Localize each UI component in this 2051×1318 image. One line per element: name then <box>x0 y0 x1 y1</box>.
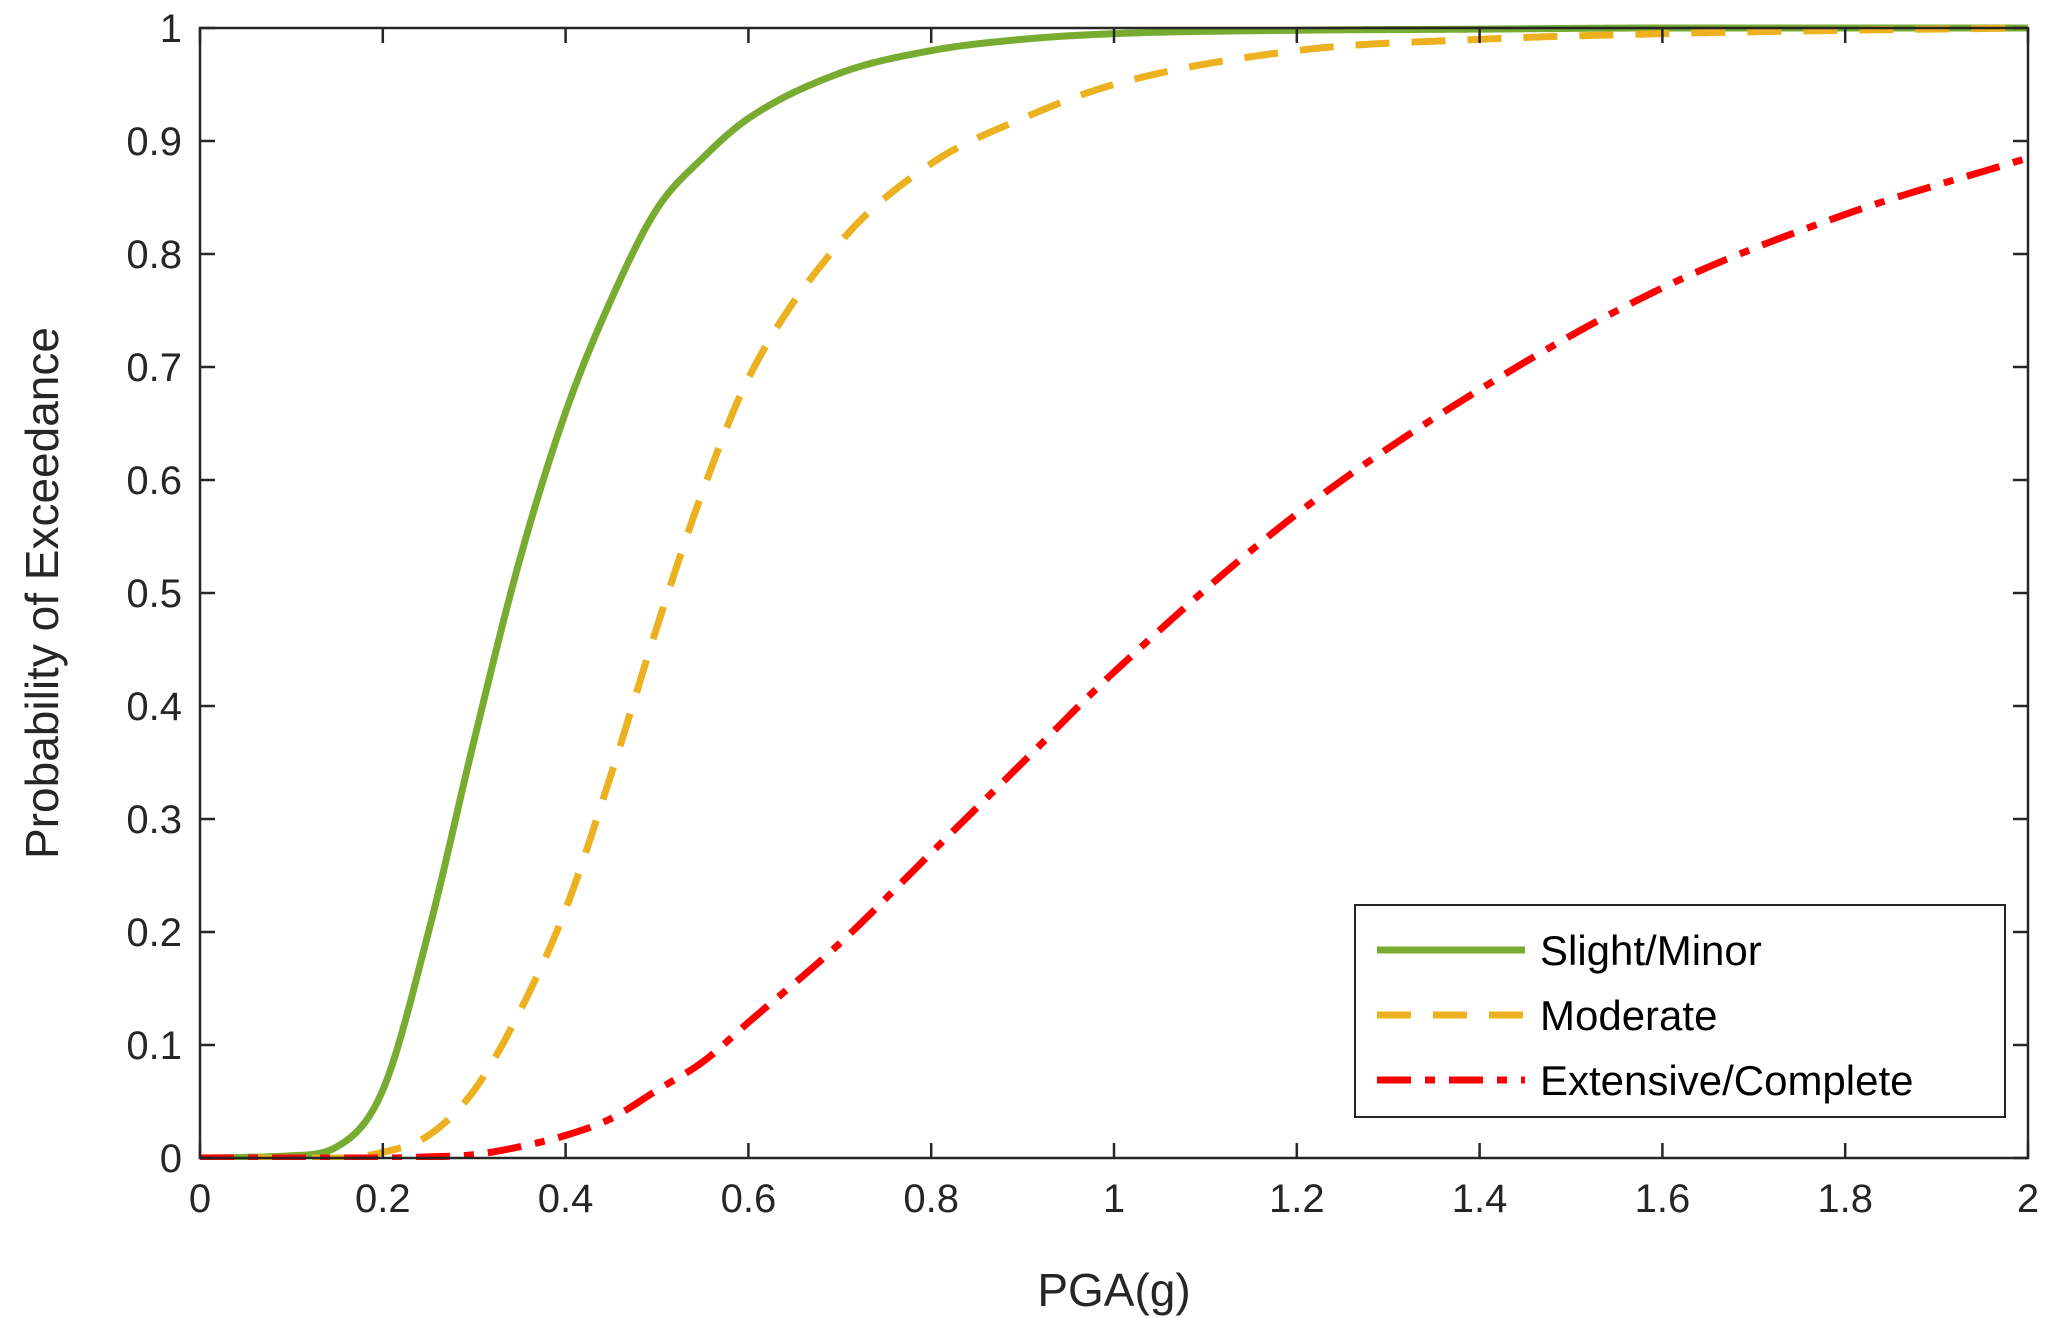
y-tick-label: 0.3 <box>126 798 182 842</box>
axes-box <box>198 26 2030 1160</box>
x-axis-label: PGA(g) <box>1037 1264 1190 1316</box>
y-tick-label: 0.5 <box>126 572 182 616</box>
y-tick-label: 1 <box>160 7 182 51</box>
y-tick-label: 0.2 <box>126 911 182 955</box>
x-tick-label: 1 <box>1103 1177 1125 1221</box>
y-tick-label: 0.4 <box>126 685 182 729</box>
x-tick-label: 1.4 <box>1452 1177 1508 1221</box>
y-axis-label: Probability of Exceedance <box>16 327 68 859</box>
y-tick-label: 0 <box>160 1137 182 1181</box>
y-tick-label: 0.9 <box>126 120 182 164</box>
series-line-moderate <box>200 24 2029 1160</box>
x-tick-label: 0.4 <box>538 1177 594 1221</box>
ticks-layer: 0 0.2 0.4 0.6 0.8 1 1.2 1.4 1.6 1.8 2 0 0.1 0.2 0.3 0.4… <box>126 7 2039 1221</box>
legend-label-slight-minor: Slight/Minor <box>1540 927 1762 974</box>
x-tick-label: 2 <box>2017 1177 2039 1221</box>
y-tick-label: 0.8 <box>126 233 182 277</box>
legend-label-moderate: Moderate <box>1540 992 1717 1039</box>
x-tick-label: 0.6 <box>721 1177 777 1221</box>
y-tick-label: 0.7 <box>126 346 182 390</box>
legend: Slight/Minor Moderate Extensive/Complete <box>1354 904 2006 1118</box>
y-tick-label: 0.6 <box>126 459 182 503</box>
x-tick-label: 0.8 <box>903 1177 959 1221</box>
x-tick-label: 1.6 <box>1635 1177 1691 1221</box>
x-tick-label: 1.2 <box>1269 1177 1325 1221</box>
x-tick-label: 0 <box>189 1177 211 1221</box>
x-tick-label: 1.8 <box>1817 1177 1873 1221</box>
y-tick-label: 0.1 <box>126 1024 182 1068</box>
x-tick-label: 0.2 <box>355 1177 411 1221</box>
series-line-extensive-complete <box>200 154 2030 1160</box>
legend-label-extensive-complete: Extensive/Complete <box>1540 1057 1914 1104</box>
